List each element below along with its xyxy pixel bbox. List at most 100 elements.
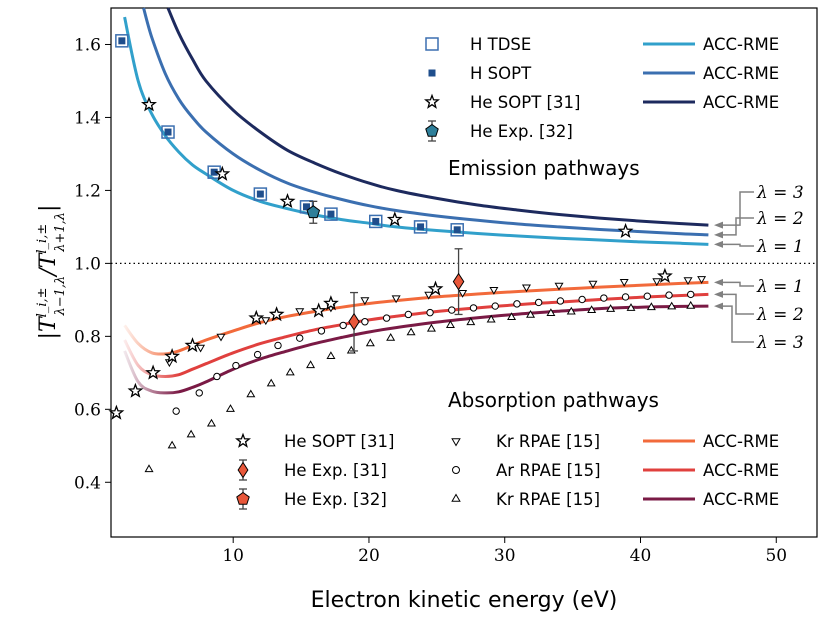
emission-lambda-arrowhead bbox=[714, 240, 723, 248]
ar-rpae-point bbox=[513, 300, 521, 308]
absorption-lambda-label: λ = 2 bbox=[756, 305, 804, 325]
he-exp32-absorption-point bbox=[452, 272, 465, 291]
legend-he-exp31-marker bbox=[237, 461, 249, 479]
legend-he-exp32-marker bbox=[236, 491, 250, 505]
absorption-lambda-leader bbox=[722, 305, 754, 343]
he-sopt-emission-point bbox=[386, 211, 403, 227]
kr-rpae-up-point bbox=[144, 464, 154, 473]
h-sopt-point bbox=[417, 223, 425, 231]
kr-rpae-down-point bbox=[697, 276, 707, 284]
ar-rpae-point bbox=[232, 361, 240, 370]
y-tick-label: 1.0 bbox=[74, 254, 101, 274]
kr-rpae-up-point bbox=[466, 317, 476, 326]
ar-rpae-point bbox=[339, 321, 347, 330]
legend-label: He Exp. [32] bbox=[470, 122, 573, 141]
legend-label: ACC-RME bbox=[703, 93, 779, 112]
kr-rpae-up-point bbox=[266, 378, 276, 387]
he-sopt-absorption-point bbox=[310, 302, 327, 318]
plot-frame bbox=[110, 7, 818, 538]
h-tdse-point bbox=[369, 214, 383, 229]
y-tick-label: 1.4 bbox=[74, 108, 101, 128]
h-sopt-point bbox=[256, 190, 264, 198]
emission-pathways-label: Emission pathways bbox=[448, 156, 640, 180]
x-tick-label: 30 bbox=[494, 546, 516, 566]
he-sopt-absorption-point bbox=[145, 364, 162, 380]
legend-kr-rpae-up-marker bbox=[451, 493, 461, 502]
absorption-lambda-arrowhead bbox=[714, 278, 723, 286]
ar-rpae-point bbox=[534, 298, 543, 307]
h-tdse-point bbox=[450, 223, 464, 237]
kr-rpae-down-point bbox=[196, 344, 206, 353]
kr-rpae-down-point bbox=[489, 287, 499, 295]
y-axis-label: |Tl_i,± λ−1,λ/Tl_i,± λ+1,λ| bbox=[35, 205, 68, 340]
legend-label: ACC-RME bbox=[703, 461, 779, 480]
h-sopt-point bbox=[453, 226, 461, 234]
y-label-T2: T bbox=[36, 251, 61, 268]
x-axis-label: Electron kinetic energy (eV) bbox=[311, 588, 618, 613]
acc-rme-emission-lambda-3-curve bbox=[166, 7, 709, 227]
ar-rpae-point bbox=[621, 293, 630, 301]
legend-label: ACC-RME bbox=[703, 490, 779, 509]
h-sopt-point bbox=[327, 210, 335, 218]
kr-rpae-down-point bbox=[619, 279, 629, 287]
svg-text:|Tl_i,±λ−1,λ/Tl_i,±λ+1,λ|: |Tl_i,± λ−1,λ/Tl_i,± λ+1,λ| bbox=[35, 205, 68, 340]
axis-ticks: 10 20 30 40 50 0.4 0.6 0.8 1.0 1.2 1.4 1.6 bbox=[74, 35, 787, 566]
ar-rpae-point bbox=[426, 308, 434, 317]
kr-rpae-up-point bbox=[686, 300, 696, 309]
legend-label: He SOPT [31] bbox=[284, 432, 394, 451]
y-label-sup2: l_i,± bbox=[35, 224, 50, 254]
emission-lambda-label: λ = 2 bbox=[756, 209, 804, 229]
legend-h-sopt-marker bbox=[428, 69, 436, 77]
h-sopt-point bbox=[164, 128, 172, 136]
kr-rpae-up-point bbox=[667, 301, 677, 310]
kr-rpae-up-point bbox=[507, 312, 517, 320]
he-sopt-emission-point bbox=[141, 96, 157, 112]
legend-kr-rpae-down-marker bbox=[451, 438, 461, 447]
absorption-lambda-label: λ = 3 bbox=[756, 333, 804, 353]
he-sopt-absorption-point bbox=[184, 337, 201, 353]
kr-rpae-down-point bbox=[683, 277, 693, 285]
h-sopt-point bbox=[118, 37, 126, 45]
ar-rpae-point bbox=[448, 306, 456, 314]
legend-label: Ar RPAE [15] bbox=[496, 461, 601, 480]
x-tick-label: 20 bbox=[358, 546, 380, 566]
kr-rpae-down-point bbox=[652, 278, 662, 287]
kr-rpae-up-point bbox=[365, 338, 375, 347]
h-tdse-point bbox=[253, 187, 268, 201]
legend-label: Kr RPAE [15] bbox=[496, 432, 600, 451]
he-sopt-absorption-point bbox=[108, 404, 125, 420]
he-sopt-absorption-point bbox=[248, 309, 265, 325]
ar-rpae-point bbox=[213, 372, 221, 381]
absorption-lambda-leader bbox=[722, 281, 754, 287]
legend-ar-rpae-marker bbox=[452, 466, 460, 474]
y-label-sub2: λ+1,λ bbox=[53, 212, 68, 253]
x-tick-label: 10 bbox=[222, 546, 244, 566]
emission-lambda-arrowhead bbox=[714, 231, 723, 239]
h-tdse-point bbox=[324, 207, 338, 221]
h-tdse-point bbox=[115, 34, 129, 48]
legend-he-sopt-marker bbox=[235, 432, 251, 448]
legend-label: ACC-RME bbox=[703, 432, 779, 451]
kr-rpae-down-point bbox=[261, 317, 271, 326]
legend-he-sopt-marker bbox=[424, 93, 440, 109]
y-tick-label: 1.2 bbox=[74, 181, 101, 201]
legend-label: H SOPT bbox=[470, 64, 532, 83]
absorption-lambda-arrowhead bbox=[714, 290, 723, 298]
kr-rpae-up-point bbox=[186, 429, 196, 438]
he-exp32-emission-point bbox=[306, 205, 321, 219]
he-sopt-emission-point bbox=[214, 165, 231, 181]
kr-rpae-up-point bbox=[526, 310, 536, 318]
acc-rme-emission-lambda-2-curve bbox=[142, 7, 709, 237]
kr-rpae-up-point bbox=[167, 440, 177, 449]
absorption-lambda-label: λ = 1 bbox=[756, 277, 804, 297]
h-sopt-point bbox=[303, 203, 311, 211]
legend-he-exp32-marker bbox=[425, 123, 439, 137]
kr-rpae-down-point bbox=[554, 282, 564, 291]
he-sopt-emission-point bbox=[617, 222, 634, 238]
he-sopt-absorption-point bbox=[268, 306, 285, 322]
y-tick-label: 0.4 bbox=[74, 473, 101, 493]
ar-rpae-point bbox=[687, 290, 695, 299]
ar-rpae-point bbox=[578, 295, 586, 304]
kr-rpae-up-point bbox=[587, 305, 597, 313]
acc-rme-absorption-lambda-1-curve bbox=[123, 280, 709, 356]
